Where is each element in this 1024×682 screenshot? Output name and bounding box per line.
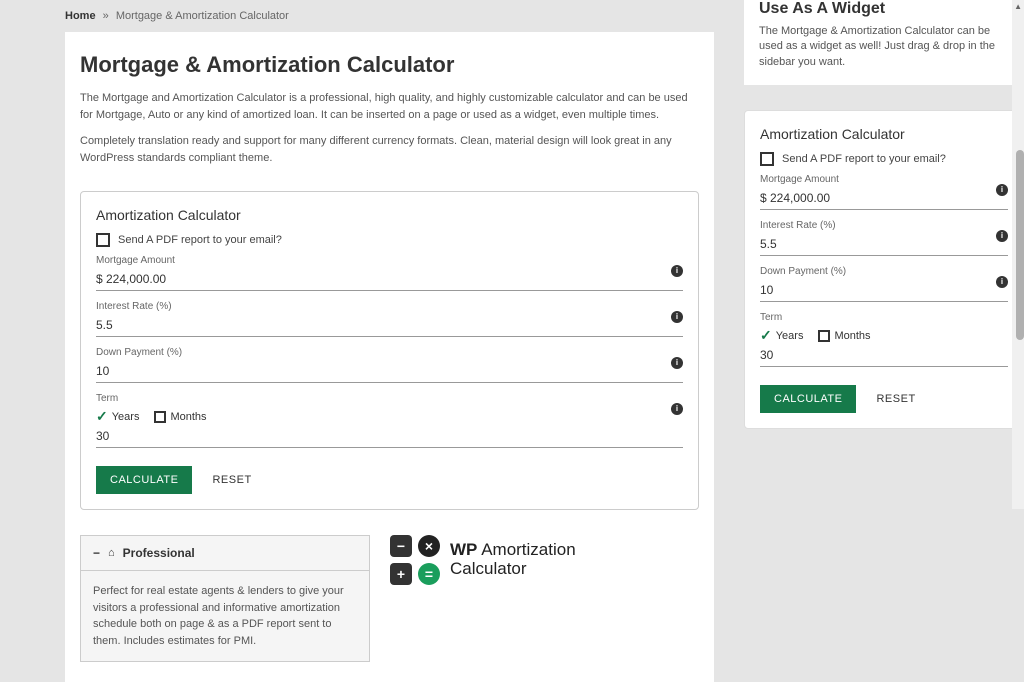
pdf-checkbox[interactable] bbox=[760, 152, 774, 166]
calculate-button[interactable]: CALCULATE bbox=[760, 385, 856, 413]
breadcrumb-current: Mortgage & Amortization Calculator bbox=[116, 10, 289, 22]
down-label: Down Payment (%) bbox=[760, 266, 1008, 277]
minus-icon: − bbox=[93, 546, 100, 560]
product-logo: − × + = WP Amortization Calculator bbox=[390, 535, 576, 585]
breadcrumb: Home » Mortgage & Amortization Calculato… bbox=[65, 0, 714, 32]
term-input[interactable] bbox=[760, 344, 1008, 367]
years-label: Years bbox=[112, 411, 140, 423]
check-icon: ✓ bbox=[760, 327, 772, 344]
years-label: Years bbox=[776, 330, 804, 342]
rate-input[interactable] bbox=[96, 314, 683, 337]
info-icon[interactable]: i bbox=[671, 311, 683, 323]
info-icon[interactable]: i bbox=[671, 357, 683, 369]
term-label: Term bbox=[96, 393, 683, 404]
plus-tile-icon: + bbox=[390, 563, 412, 585]
minus-tile-icon: − bbox=[390, 535, 412, 557]
home-icon: ⌂ bbox=[108, 547, 115, 559]
equals-tile-icon: = bbox=[418, 563, 440, 585]
amount-input[interactable] bbox=[96, 268, 683, 291]
logo-text: WP Amortization Calculator bbox=[450, 541, 576, 578]
pdf-checkbox[interactable] bbox=[96, 233, 110, 247]
amount-input[interactable] bbox=[760, 187, 1008, 210]
accordion-professional: − ⌂ Professional Perfect for real estate… bbox=[80, 535, 370, 662]
scroll-up-icon[interactable]: ▲ bbox=[1014, 2, 1022, 11]
term-input[interactable] bbox=[96, 425, 683, 448]
term-years-option[interactable]: ✓ Years bbox=[760, 327, 803, 344]
accordion-title: Professional bbox=[123, 546, 195, 560]
term-months-option[interactable]: Months bbox=[818, 330, 870, 342]
sidebar-widget-info: Use As A Widget The Mortgage & Amortizat… bbox=[744, 0, 1024, 85]
breadcrumb-home[interactable]: Home bbox=[65, 10, 96, 22]
scrollbar[interactable]: ▲ bbox=[1012, 0, 1024, 509]
rate-label: Interest Rate (%) bbox=[760, 220, 1008, 231]
breadcrumb-sep: » bbox=[103, 10, 109, 22]
calc-title: Amortization Calculator bbox=[760, 126, 1008, 142]
pdf-label: Send A PDF report to your email? bbox=[118, 234, 282, 246]
intro-p1: The Mortgage and Amortization Calculator… bbox=[80, 90, 699, 123]
rate-input[interactable] bbox=[760, 233, 1008, 256]
reset-button[interactable]: RESET bbox=[876, 393, 915, 405]
info-icon[interactable]: i bbox=[671, 403, 683, 415]
sidebar-title: Use As A Widget bbox=[759, 0, 1009, 18]
check-icon: ✓ bbox=[96, 408, 108, 425]
info-icon[interactable]: i bbox=[671, 265, 683, 277]
down-label: Down Payment (%) bbox=[96, 347, 683, 358]
term-years-option[interactable]: ✓ Years bbox=[96, 408, 139, 425]
pdf-label: Send A PDF report to your email? bbox=[782, 153, 946, 165]
months-label: Months bbox=[834, 330, 870, 342]
accordion-body: Perfect for real estate agents & lenders… bbox=[81, 571, 369, 661]
checkbox-icon bbox=[154, 411, 166, 423]
amount-label: Mortgage Amount bbox=[760, 174, 1008, 185]
months-label: Months bbox=[170, 411, 206, 423]
reset-button[interactable]: RESET bbox=[212, 474, 251, 486]
calculator-card-widget: Amortization Calculator Send A PDF repor… bbox=[744, 110, 1024, 429]
down-input[interactable] bbox=[760, 279, 1008, 302]
logo-icon: − × + = bbox=[390, 535, 440, 585]
rate-label: Interest Rate (%) bbox=[96, 301, 683, 312]
intro-p2: Completely translation ready and support… bbox=[80, 133, 699, 166]
amount-label: Mortgage Amount bbox=[96, 255, 683, 266]
scroll-thumb[interactable] bbox=[1016, 150, 1024, 340]
term-label: Term bbox=[760, 312, 1008, 323]
sidebar-desc: The Mortgage & Amortization Calculator c… bbox=[759, 24, 1009, 70]
term-months-option[interactable]: Months bbox=[154, 411, 206, 423]
accordion-header[interactable]: − ⌂ Professional bbox=[81, 536, 369, 571]
checkbox-icon bbox=[818, 330, 830, 342]
times-tile-icon: × bbox=[418, 535, 440, 557]
calculator-card-main: Amortization Calculator Send A PDF repor… bbox=[80, 191, 699, 510]
page-title: Mortgage & Amortization Calculator bbox=[80, 52, 699, 78]
calculate-button[interactable]: CALCULATE bbox=[96, 466, 192, 494]
down-input[interactable] bbox=[96, 360, 683, 383]
main-content: Mortgage & Amortization Calculator The M… bbox=[65, 32, 714, 682]
calc-title: Amortization Calculator bbox=[96, 207, 683, 223]
